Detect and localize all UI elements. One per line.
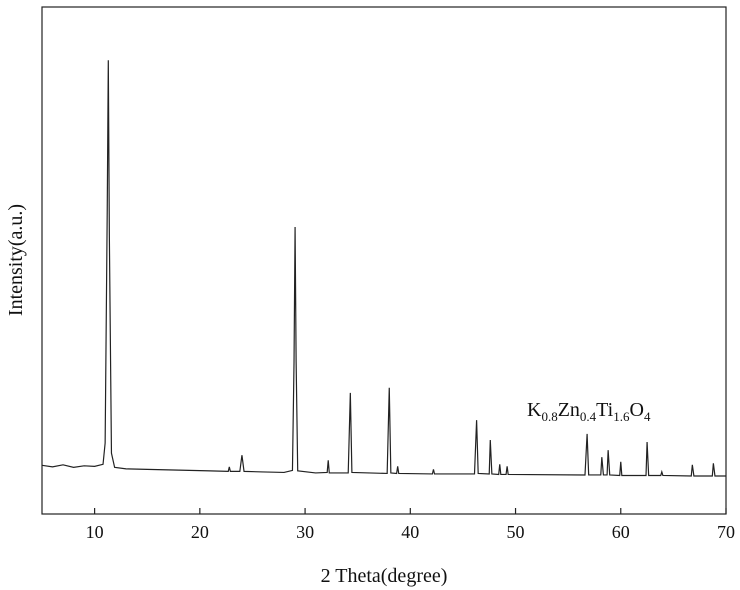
annotation-sub: 4 (644, 409, 651, 424)
x-tick-label: 50 (507, 522, 525, 542)
x-axis-label: 2 Theta(degree) (321, 565, 448, 587)
x-tick-label: 60 (612, 522, 630, 542)
y-axis-label: Intensity(a.u.) (5, 204, 27, 316)
plot-frame (42, 7, 726, 514)
annotation-sub: 1.6 (613, 409, 630, 424)
x-tick-label: 20 (191, 522, 209, 542)
annotation-part: O (630, 399, 644, 421)
x-tick-label: 70 (717, 522, 735, 542)
x-tick-label: 30 (296, 522, 314, 542)
annotation-sub: 0.4 (580, 409, 597, 424)
annotation-sub: 0.8 (541, 409, 557, 424)
chart: 2 Theta(degree) Intensity(a.u.) K0.8Zn0.… (0, 0, 740, 590)
annotation-part: K (527, 399, 542, 421)
annotation-part: Ti (596, 399, 614, 421)
annotation-part: Zn (558, 399, 580, 421)
x-tick-label: 10 (86, 522, 104, 542)
x-tick-label: 40 (401, 522, 419, 542)
annotation: K0.8Zn0.4Ti1.6O4 (527, 399, 651, 424)
